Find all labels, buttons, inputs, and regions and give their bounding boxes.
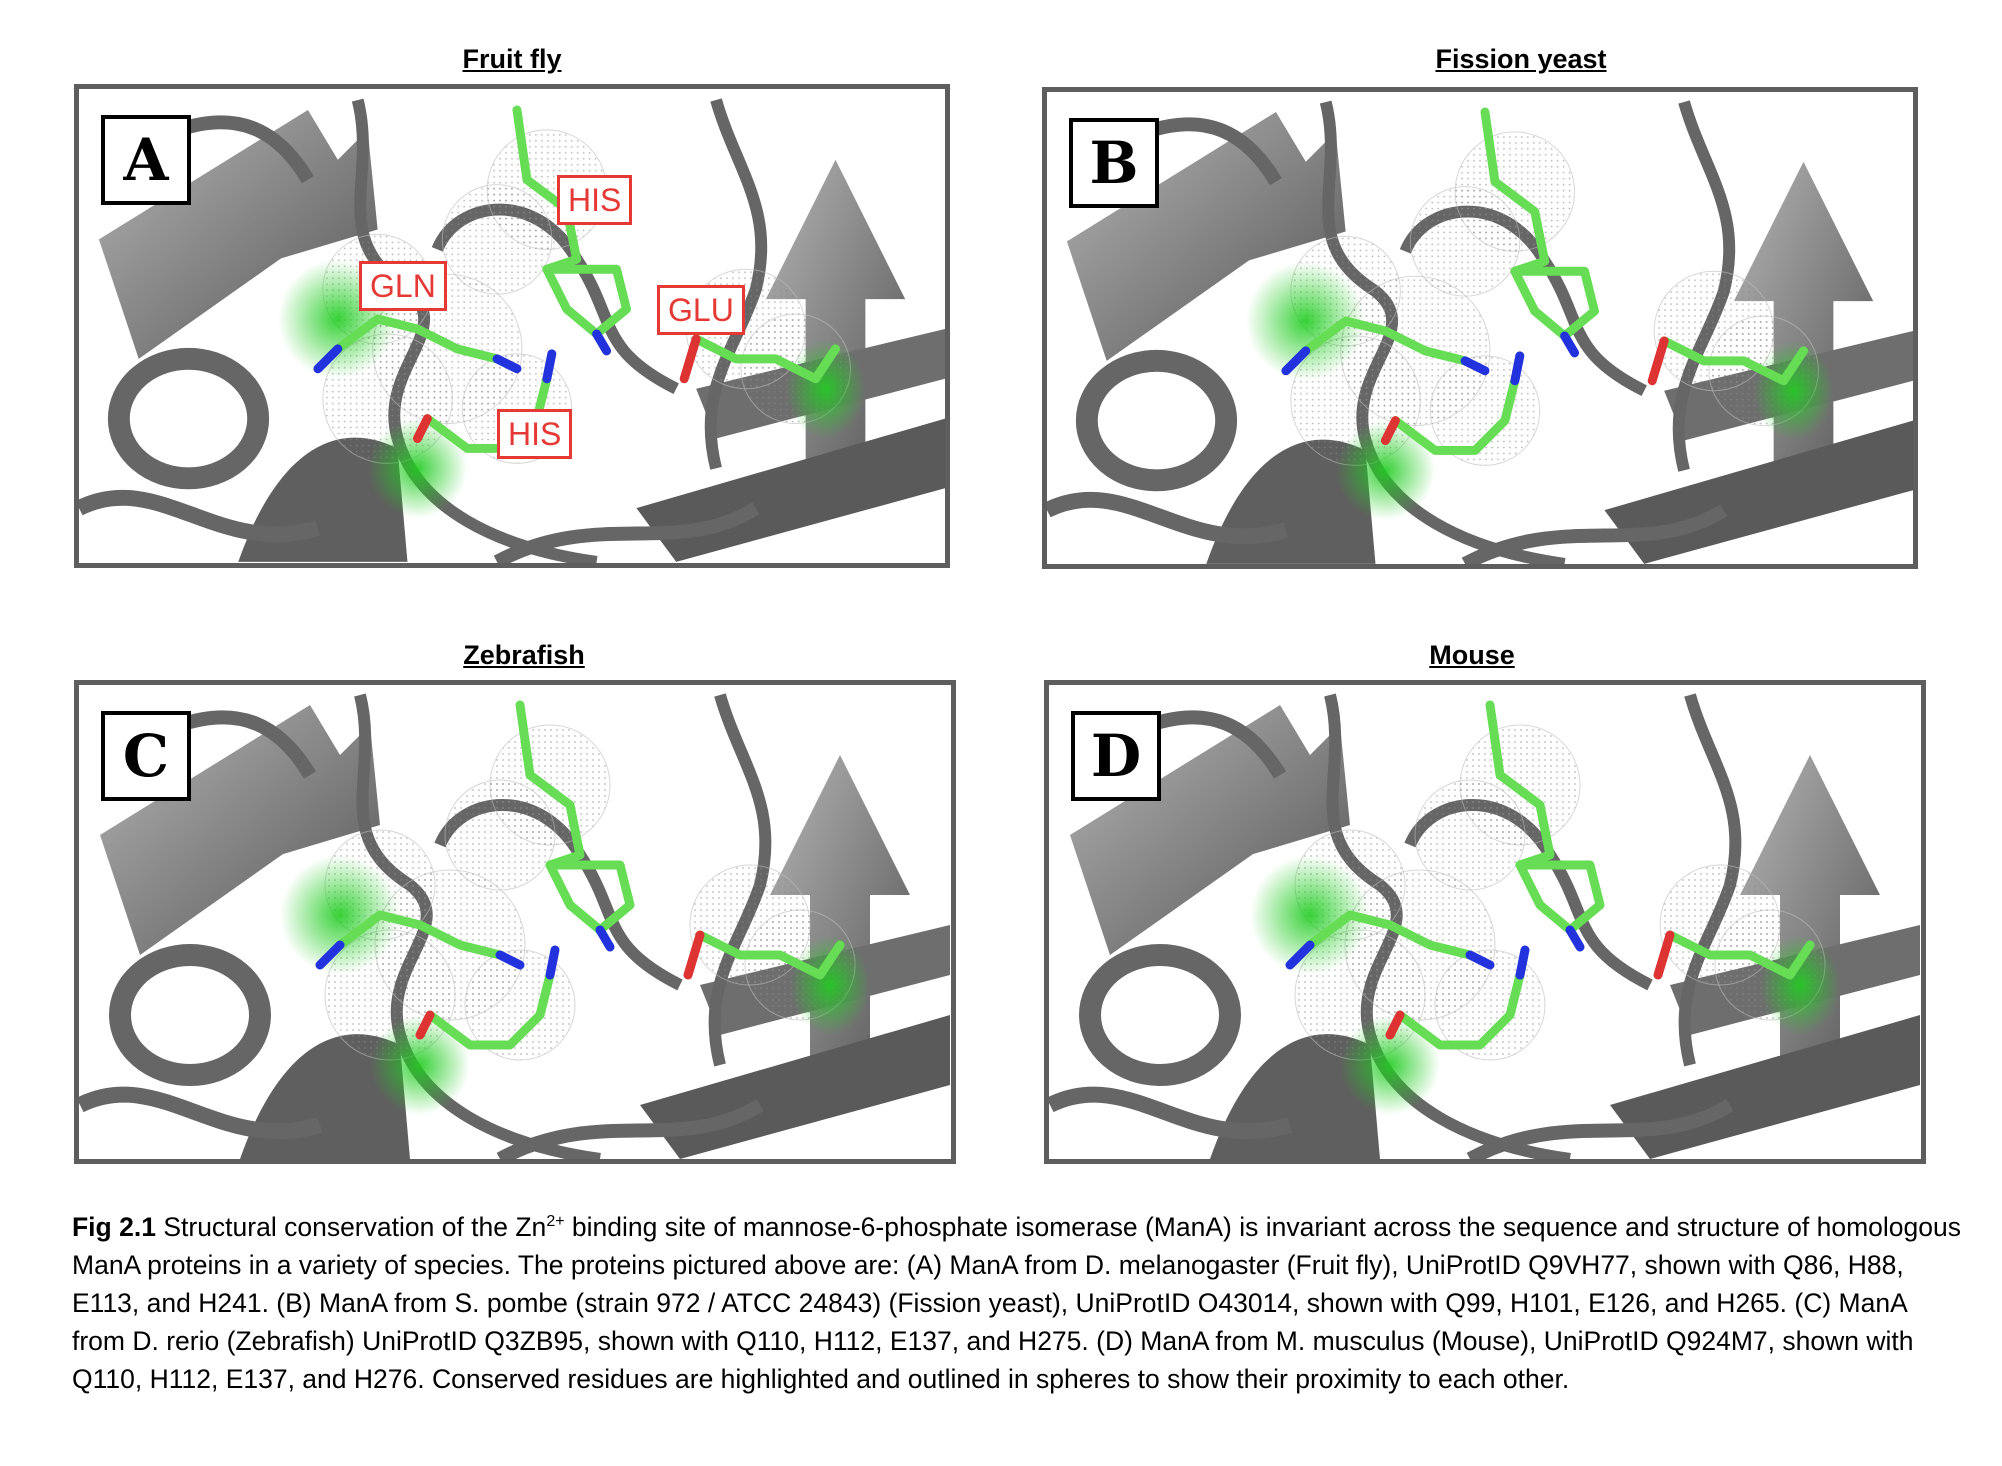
panel-a: A HIS GLN GLU HIS (74, 84, 950, 568)
panel-title-d: Mouse (1429, 640, 1515, 670)
panel-letter: A (101, 115, 191, 205)
protein-ribbon-scene (1047, 100, 1913, 564)
caption-superscript: 2+ (546, 1213, 565, 1231)
residue-label-his-top: HIS (557, 175, 633, 225)
protein-ribbon-scene (1049, 693, 1920, 1159)
panel-c: C (74, 680, 956, 1164)
panel-d: D (1044, 680, 1926, 1164)
residue-label-glu: GLU (657, 285, 745, 335)
protein-ribbon-scene (79, 693, 950, 1159)
caption-text-2: binding site of mannose-6-phosphate isom… (72, 1212, 1962, 1394)
panel-b: B (1042, 87, 1918, 569)
residue-label-his-bottom: HIS (497, 409, 573, 459)
panel-title-c: Zebrafish (463, 640, 585, 670)
panel-letter: B (1069, 118, 1159, 208)
panel-title-b: Fission yeast (1435, 44, 1607, 74)
panel-title-a: Fruit fly (462, 44, 562, 74)
panel-letter: D (1071, 711, 1161, 801)
caption-text-1: Structural conservation of the Zn (163, 1212, 547, 1242)
caption-label: Fig 2.1 (72, 1212, 156, 1242)
figure-caption: Fig 2.1 Structural conservation of the Z… (72, 1208, 1962, 1398)
residue-label-gln: GLN (359, 261, 447, 311)
protein-ribbon-scene (79, 98, 945, 563)
panel-letter: C (101, 711, 191, 801)
